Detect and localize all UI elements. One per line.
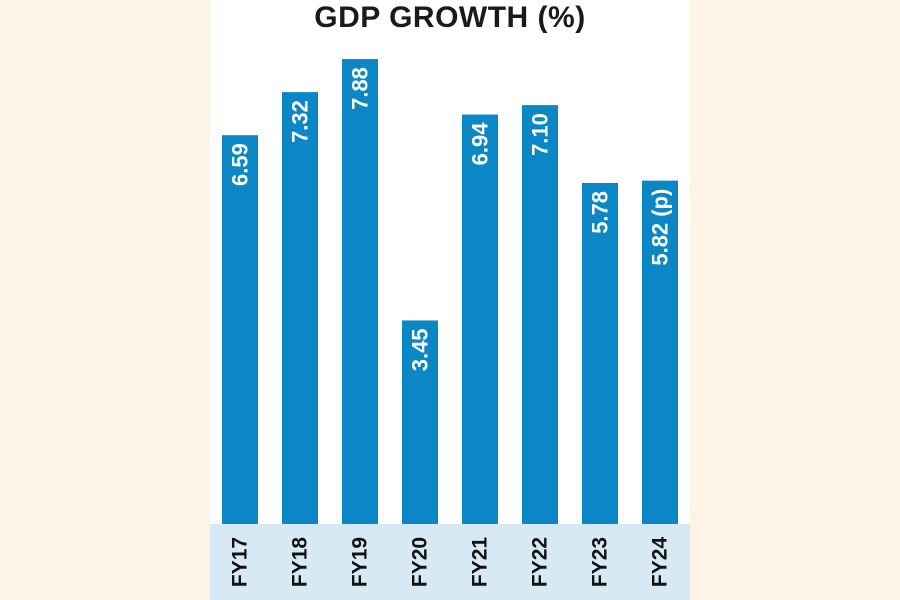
bar-fy22 [522, 105, 558, 524]
data-label-fy21: 6.94 [468, 122, 493, 166]
bar-group-fy24: 5.82 (p) FY24 [642, 180, 678, 588]
bar-group-fy23: 5.78 FY23 [582, 182, 618, 587]
category-label-fy17: FY17 [229, 537, 252, 587]
category-label-fy24: FY24 [649, 537, 672, 588]
bar-fy23 [582, 182, 618, 525]
bar-fy17 [222, 135, 258, 524]
bar-group-fy19: 7.88 FY19 [342, 59, 378, 587]
bar-fy19 [342, 59, 378, 525]
data-label-fy20: 3.45 [408, 328, 433, 371]
bar-group-fy21: 6.94 FY21 [462, 114, 498, 588]
data-label-fy18: 7.32 [288, 100, 313, 143]
bar-fy24 [642, 180, 678, 524]
category-label-fy23: FY23 [589, 537, 612, 587]
category-label-fy18: FY18 [289, 537, 312, 588]
category-label-fy22: FY22 [529, 537, 552, 587]
category-band [210, 524, 690, 600]
bar-fy21 [462, 114, 498, 524]
bar-fy18 [282, 92, 318, 525]
bar-group-fy18: 7.32 FY18 [282, 92, 318, 587]
category-label-fy19: FY19 [349, 537, 372, 587]
bar-fy20 [402, 320, 438, 524]
category-label-fy21: FY21 [469, 537, 492, 588]
chart-title: GDP GROWTH (%) [314, 1, 586, 34]
data-label-fy22: 7.10 [528, 113, 553, 156]
data-label-fy23: 5.78 [588, 191, 613, 234]
data-label-fy24: 5.82 (p) [648, 189, 673, 266]
bar-group-fy20: 3.45 FY20 [402, 320, 438, 587]
data-label-fy19: 7.88 [348, 67, 373, 110]
data-label-fy17: 6.59 [228, 143, 253, 186]
category-label-fy20: FY20 [409, 537, 432, 587]
bar-group-fy17: 6.59 FY17 [222, 135, 258, 587]
bar-group-fy22: 7.10 FY22 [522, 105, 558, 587]
